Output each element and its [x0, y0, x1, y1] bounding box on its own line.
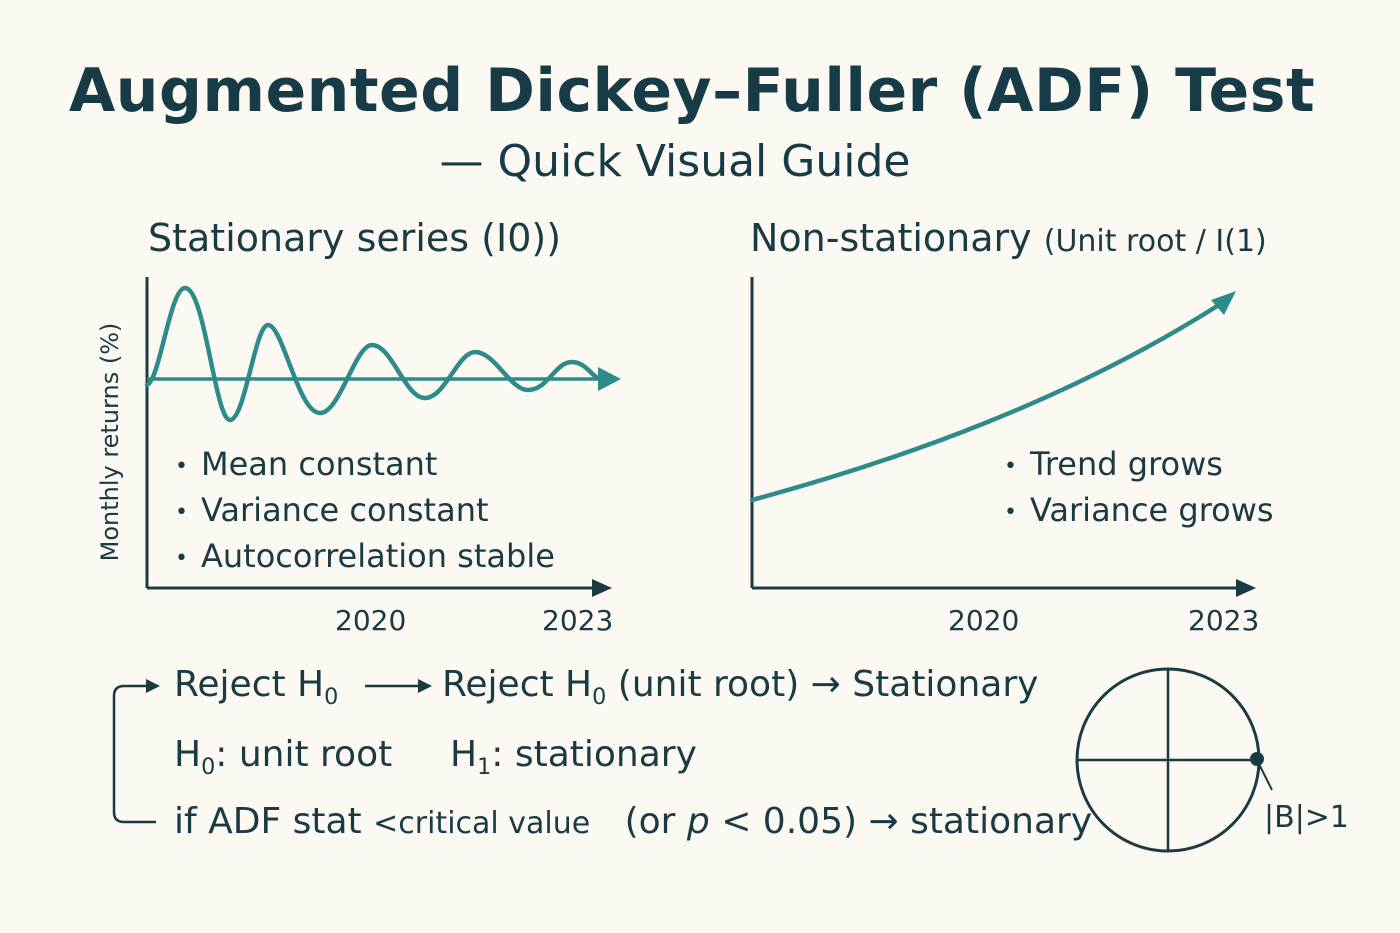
- bullet-dot-icon: •: [175, 499, 188, 525]
- left-x-axis-arrow-icon: [592, 579, 612, 597]
- reject-arrow-icon: [418, 679, 432, 693]
- null-hypothesis: H0: unit root: [174, 734, 393, 780]
- right-tick-label: 2020: [948, 604, 1020, 637]
- left-panel-title: Stationary series (I0)): [148, 216, 562, 260]
- bullet-dot-icon: •: [1004, 499, 1017, 525]
- right-tick-label: 2023: [1188, 604, 1260, 637]
- non-stationary-trend-line: [749, 300, 1225, 503]
- reject-h0-start: Reject H0: [174, 664, 339, 710]
- left-tick-label: 2023: [542, 604, 614, 637]
- mean-line-arrow-icon: [598, 367, 621, 391]
- right-x-axis-arrow-icon: [1236, 579, 1256, 597]
- reject-h0-conclusion: Reject H0 (unit root) → Stationary: [442, 664, 1039, 710]
- right-bullet: • Trend grows: [1004, 445, 1223, 483]
- left-bullet: • Variance constant: [175, 491, 489, 529]
- flow-bracket: [112, 684, 156, 824]
- bullet-dot-icon: •: [175, 545, 188, 571]
- left-bullet: • Autocorrelation stable: [175, 537, 555, 575]
- right-bullet: • Variance grows: [1004, 491, 1274, 529]
- flow-bracket-arrow-icon: [146, 679, 160, 693]
- left-tick-label: 2020: [335, 604, 407, 637]
- left-bullet: • Mean constant: [175, 445, 438, 483]
- stationary-series-line: [144, 285, 601, 423]
- bullet-dot-icon: •: [175, 453, 188, 479]
- unit-circle-label: |B|>1: [1264, 800, 1350, 835]
- bullet-dot-icon: •: [1004, 453, 1017, 479]
- root-pointer: [1258, 763, 1273, 791]
- page-subtitle: — Quick Visual Guide: [439, 136, 911, 187]
- decision-rule: if ADF stat <critical value (or p < 0.05…: [174, 801, 1093, 842]
- right-panel-title-main: Non-stationary: [750, 216, 1032, 260]
- right-panel-title-note: (Unit root / I(1): [1043, 224, 1267, 259]
- root-point: [1250, 752, 1264, 766]
- trend-arrow-icon: [1211, 291, 1236, 315]
- right-panel-title: Non-stationary (Unit root / I(1): [750, 216, 1267, 260]
- alternative-hypothesis: H1: stationary: [450, 734, 697, 780]
- page-title: Augmented Dickey–Fuller (ADF) Test: [68, 56, 1316, 126]
